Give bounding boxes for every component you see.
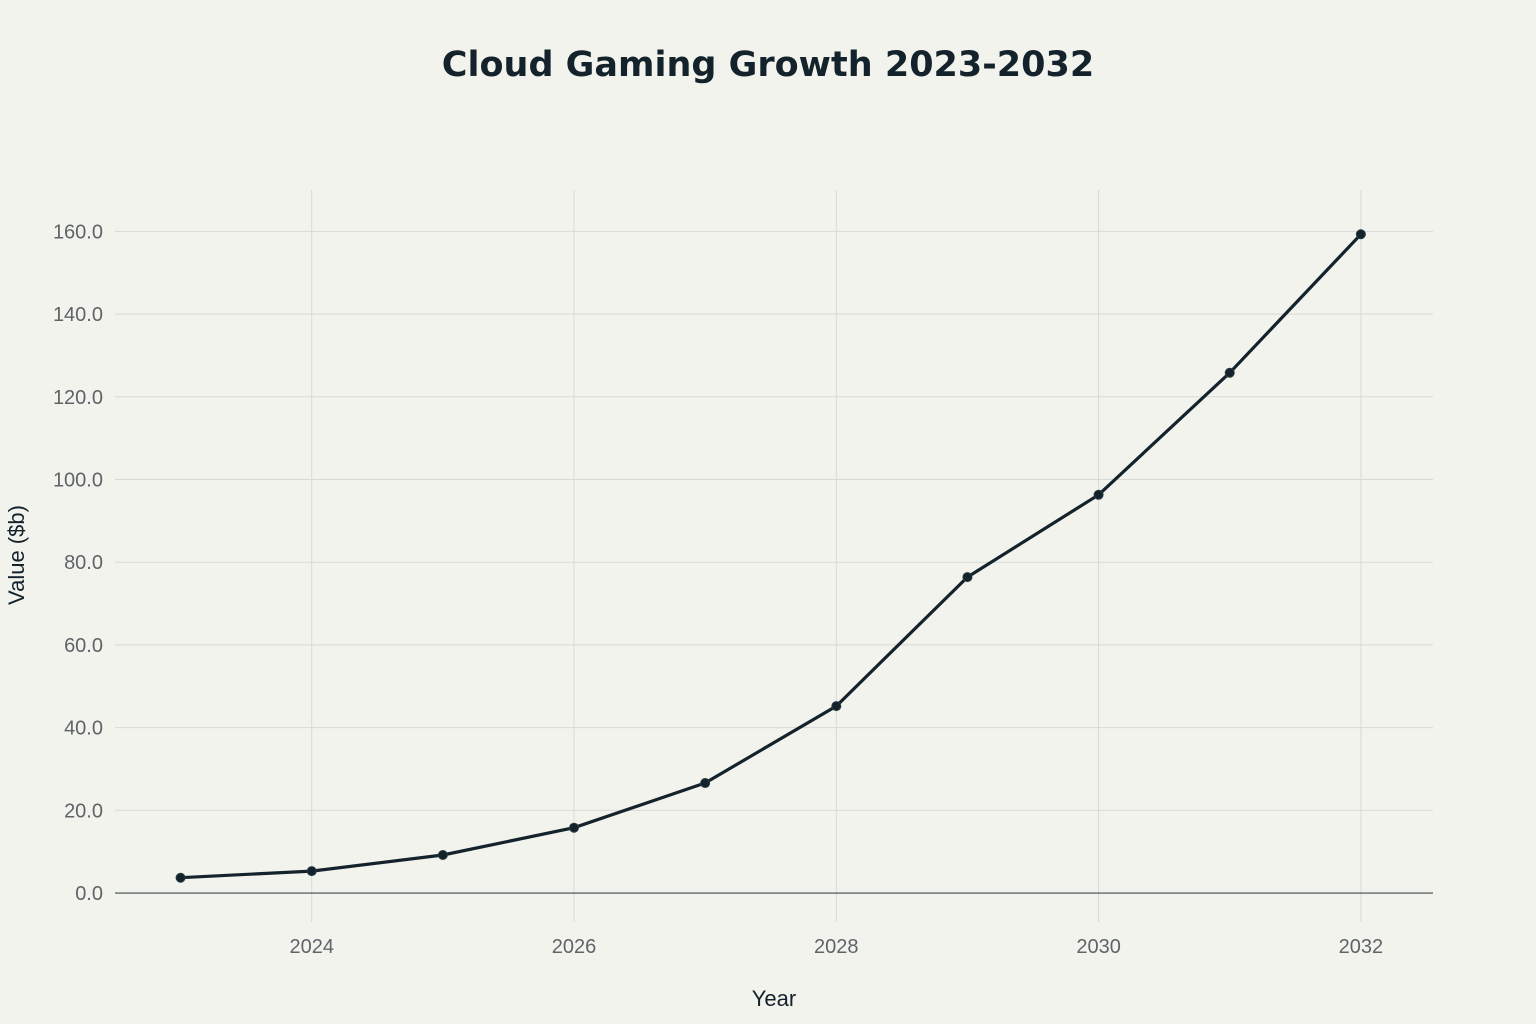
chart-title: Cloud Gaming Growth 2023-2032 <box>442 45 1094 85</box>
x-tick-label: 2028 <box>814 936 859 958</box>
data-point[interactable] <box>700 778 711 789</box>
y-tick-label: 20.0 <box>64 800 103 822</box>
data-point[interactable] <box>1355 229 1366 240</box>
series-line <box>179 232 1363 880</box>
x-tick-label: 2026 <box>552 936 597 958</box>
y-tick-label: 60.0 <box>64 635 103 657</box>
data-point[interactable] <box>175 872 186 883</box>
data-point[interactable] <box>962 572 973 583</box>
x-axis-title: Year <box>752 986 796 1011</box>
data-point[interactable] <box>831 701 842 712</box>
y-tick-label: 120.0 <box>53 387 103 409</box>
grid-lines <box>115 190 1433 922</box>
y-tick-label: 80.0 <box>64 552 103 574</box>
data-point[interactable] <box>1093 489 1104 500</box>
series-layer <box>175 229 1366 883</box>
y-axis-title: Value ($b) <box>4 505 29 605</box>
x-tick-label: 2024 <box>289 936 334 958</box>
x-tick-label: 2032 <box>1339 936 1384 958</box>
y-tick-label: 40.0 <box>64 718 103 740</box>
y-tick-label: 160.0 <box>53 221 103 243</box>
data-point[interactable] <box>437 850 448 861</box>
y-tick-label: 0.0 <box>75 883 103 905</box>
data-point[interactable] <box>569 822 580 833</box>
y-tick-label: 140.0 <box>53 304 103 326</box>
y-axis-ticks: 0.0 20.0 40.0 60.0 80.0 100.0 120.0 140.0 160.0 <box>53 221 103 905</box>
x-tick-label: 2030 <box>1076 936 1121 958</box>
data-point[interactable] <box>1224 367 1235 378</box>
y-tick-label: 100.0 <box>53 469 103 491</box>
x-axis-ticks: 2024 2026 2028 2030 2032 <box>289 936 1383 958</box>
data-point[interactable] <box>306 866 317 877</box>
